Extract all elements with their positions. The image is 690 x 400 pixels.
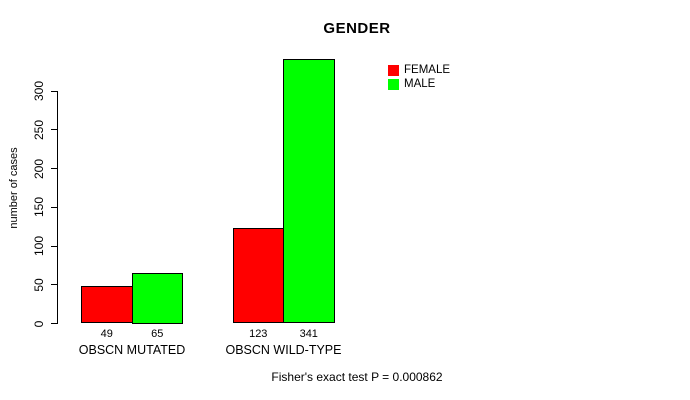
bar-female-obscn-mutated: [81, 285, 133, 324]
y-axis-line: [57, 91, 58, 324]
legend-label: FEMALE: [404, 64, 451, 77]
bar-value-label: 65: [151, 327, 164, 340]
y-axis-tick: [50, 90, 57, 92]
legend-swatch-male: [388, 79, 399, 91]
y-tick-label: 200: [32, 158, 46, 179]
category-label-obscn-wild-type: OBSCN WILD-TYPE: [225, 342, 342, 357]
y-axis-tick: [50, 284, 57, 286]
y-tick-label: 300: [32, 80, 46, 102]
bar-value-label: 341: [299, 327, 318, 340]
legend-label: MALE: [404, 78, 436, 91]
bar-female-obscn-wild-type: [232, 228, 284, 324]
y-tick-label: 250: [32, 119, 46, 140]
legend: FEMALE MALE: [388, 64, 450, 92]
chart-title: GENDER: [323, 20, 391, 37]
y-axis-tick: [50, 168, 57, 169]
y-tick-label: 50: [32, 278, 46, 292]
y-axis-tick: [50, 206, 57, 208]
legend-entry-male: MALE: [388, 78, 450, 92]
y-tick-label: 0: [32, 320, 46, 327]
y-axis-label: number of cases: [8, 147, 20, 229]
bar-male-obscn-wild-type: [283, 59, 335, 324]
annotation-text: Fisher's exact test P = 0.000862: [271, 370, 443, 384]
y-axis-tick: [50, 323, 57, 324]
bar-value-label: 123: [249, 327, 268, 340]
legend-swatch-female: [388, 65, 399, 77]
category-label-obscn-mutated: OBSCN MUTATED: [78, 342, 186, 357]
y-tick-label: 100: [32, 235, 46, 257]
y-axis-tick: [50, 245, 57, 247]
legend-entry-female: FEMALE: [388, 64, 450, 78]
y-tick-label: 150: [32, 197, 46, 218]
y-axis-tick: [50, 129, 57, 131]
bar-value-label: 49: [100, 327, 113, 340]
bar-male-obscn-mutated: [131, 273, 183, 324]
